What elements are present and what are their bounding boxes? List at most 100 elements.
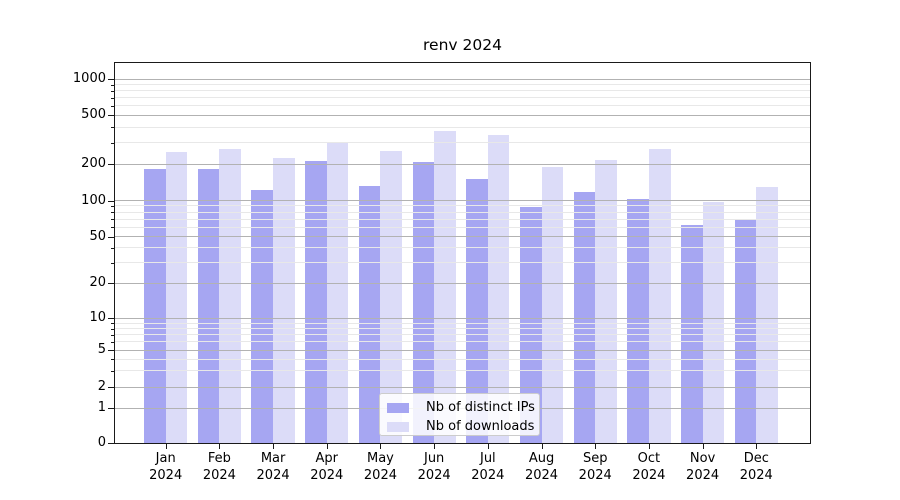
x-tick-label-jan: Jan 2024	[134, 451, 198, 484]
y-tick-label-5: 5	[97, 342, 106, 357]
x-label-month: May	[367, 451, 394, 466]
x-tick-mar	[273, 444, 275, 449]
y-minor-tick-6	[111, 341, 114, 343]
x-tick-feb	[219, 444, 221, 449]
bar-distinct-ips-jan	[144, 168, 166, 443]
x-label-month: Apr	[315, 451, 339, 466]
x-label-month: Nov	[689, 451, 716, 466]
x-tick-apr	[326, 444, 328, 449]
gridline-minor-80	[115, 211, 810, 213]
legend-item-downloads: Nb of downloads	[380, 417, 539, 436]
legend: Nb of distinct IPs Nb of downloads	[379, 393, 540, 436]
y-minor-tick-70	[111, 219, 114, 221]
bar-distinct-ips-sep	[573, 192, 596, 443]
x-tick-sep	[595, 444, 597, 449]
y-tick-20	[108, 283, 114, 285]
y-tick-200	[108, 164, 114, 166]
gridline-minor-30	[115, 262, 810, 264]
x-label-year: 2024	[417, 467, 451, 483]
y-minor-tick-400	[111, 127, 114, 129]
x-tick-label-mar: Mar 2024	[241, 451, 305, 484]
x-tick-label-jul: Jul 2024	[456, 451, 520, 484]
x-label-year: 2024	[632, 467, 666, 483]
x-label-year: 2024	[363, 467, 397, 483]
bar-downloads-dec	[756, 187, 778, 443]
x-label-year: 2024	[149, 467, 183, 483]
y-tick-10	[108, 318, 114, 320]
gridline-major-50	[115, 236, 810, 237]
x-tick-label-apr: Apr 2024	[295, 451, 359, 484]
bar-downloads-may	[380, 150, 403, 443]
bar-distinct-ips-jul	[466, 179, 488, 443]
bar-downloads-apr	[326, 142, 349, 443]
x-label-year: 2024	[202, 467, 236, 483]
legend-label-downloads: Nb of downloads	[426, 419, 535, 434]
gridline-major-1000	[115, 78, 810, 80]
y-tick-label-100: 100	[81, 192, 106, 208]
y-tick-label-500: 500	[81, 107, 106, 123]
x-label-year: 2024	[256, 467, 290, 483]
y-minor-tick-60	[111, 227, 114, 229]
bar-distinct-ips-oct	[627, 199, 649, 443]
bar-downloads-jan	[165, 152, 188, 443]
gridline-major-20	[115, 282, 810, 284]
y-tick-5	[108, 350, 114, 351]
x-tick-label-oct: Oct 2024	[617, 451, 681, 484]
x-label-year: 2024	[524, 467, 559, 483]
legend-swatch-downloads	[387, 421, 409, 432]
y-tick-100	[108, 200, 114, 202]
gridline-minor-6	[115, 341, 810, 343]
gridline-major-5	[115, 349, 810, 351]
y-minor-tick-4	[111, 359, 114, 360]
y-minor-tick-300	[111, 142, 114, 144]
y-minor-tick-3	[111, 370, 114, 372]
gridline-minor-300	[115, 142, 810, 144]
y-tick-label-10: 10	[89, 310, 106, 326]
gridline-minor-40	[115, 247, 810, 249]
y-minor-tick-700	[111, 97, 114, 99]
spine-right	[810, 63, 811, 444]
x-label-year: 2024	[471, 467, 505, 483]
y-tick-label-50: 50	[89, 228, 106, 244]
x-tick-nov	[702, 444, 704, 449]
x-tick-label-may: May 2024	[348, 451, 412, 484]
y-minor-tick-800	[111, 90, 114, 92]
x-tick-label-sep: Sep 2024	[563, 451, 627, 484]
x-tick-label-jun: Jun 2024	[402, 451, 466, 484]
y-tick-label-0: 0	[97, 435, 106, 450]
x-tick-may	[380, 444, 382, 449]
bar-distinct-ips-feb	[197, 168, 220, 443]
spine-left	[114, 63, 115, 444]
x-tick-label-nov: Nov 2024	[671, 451, 735, 484]
y-tick-label-2: 2	[97, 379, 106, 394]
gridline-minor-700	[115, 97, 810, 99]
gridline-minor-900	[115, 84, 810, 86]
gridline-major-100	[115, 200, 810, 201]
gridline-minor-60	[115, 226, 810, 228]
legend-label-distinct-ips: Nb of distinct IPs	[426, 400, 535, 415]
bar-downloads-aug	[541, 167, 564, 443]
y-tick-500	[108, 115, 114, 117]
y-minor-tick-9	[111, 323, 114, 325]
x-label-month: Feb	[207, 451, 231, 466]
bar-distinct-ips-mar	[251, 190, 274, 443]
gridline-minor-7	[115, 334, 810, 336]
bar-distinct-ips-apr	[305, 160, 327, 443]
bar-downloads-jun	[434, 131, 456, 443]
x-label-month: Dec	[743, 451, 769, 466]
y-tick-label-1000: 1000	[72, 71, 106, 86]
x-label-month: Jun	[423, 451, 445, 466]
x-label-year: 2024	[310, 467, 344, 483]
x-label-month: Jul	[479, 451, 496, 466]
x-label-month: Jan	[155, 451, 176, 466]
x-label-month: Sep	[582, 451, 608, 466]
legend-swatch-distinct-ips	[387, 402, 409, 413]
gridline-major-200	[115, 163, 810, 165]
bar-downloads-sep	[595, 160, 617, 443]
gridline-minor-8	[115, 328, 810, 329]
spine-bottom	[114, 443, 811, 444]
x-label-year: 2024	[578, 467, 612, 483]
bar-distinct-ips-may	[358, 186, 381, 443]
legend-item-distinct-ips: Nb of distinct IPs	[380, 398, 539, 417]
